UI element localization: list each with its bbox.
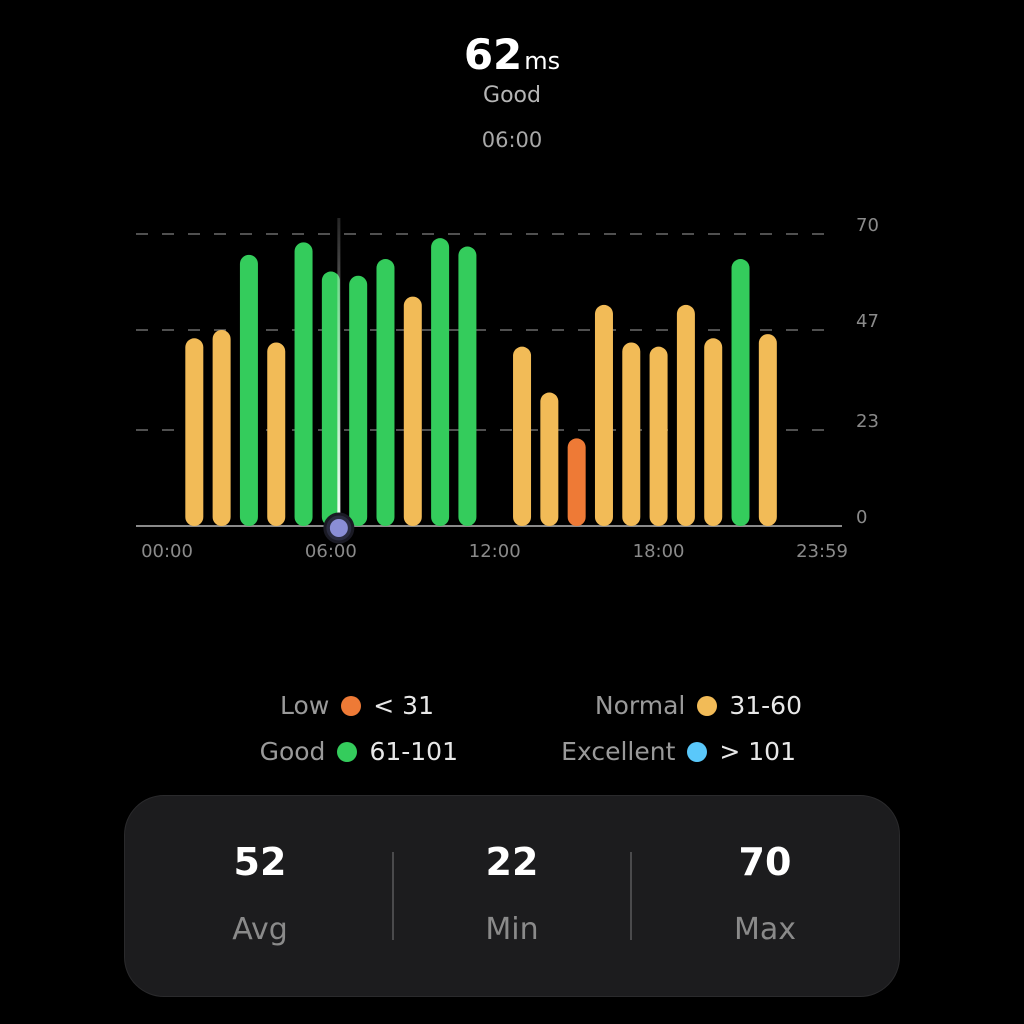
reading-header: 62ms Good 06:00 [0, 28, 1024, 154]
x-tick-label: 06:00 [305, 541, 357, 562]
stats-card: 52 Avg 22 Min 70 Max [124, 795, 900, 997]
bar-0800[interactable] [376, 259, 395, 526]
min-value: 22 [485, 840, 539, 884]
cursor-line [337, 218, 341, 526]
bar-0700[interactable] [349, 275, 368, 526]
x-tick-label: 00:00 [141, 541, 193, 562]
y-tick-label: 70 [856, 215, 879, 236]
avg-label: Avg [232, 912, 288, 947]
avg-value: 52 [233, 840, 287, 884]
reading-value: 62 [463, 30, 523, 79]
cursor-handle[interactable] [329, 519, 348, 537]
bar-0200[interactable] [212, 329, 231, 526]
stat-divider [392, 852, 394, 940]
legend-dot-normal [697, 696, 718, 716]
chart-bars [185, 238, 777, 526]
legend-range: > 101 [719, 737, 796, 766]
legend-item-excellent: Excellent > 101 [561, 734, 796, 770]
bar-1100[interactable] [458, 246, 477, 526]
legend-range: 31-60 [729, 691, 802, 720]
bar-2000[interactable] [704, 338, 723, 526]
stat-avg: 52 Avg [135, 796, 385, 998]
x-tick-label: 18:00 [633, 541, 685, 562]
reading-status: Good [483, 83, 541, 108]
bar-1400[interactable] [540, 392, 559, 526]
y-tick-label: 0 [856, 507, 867, 528]
y-axis-labels: 70 47 23 0 [856, 215, 879, 528]
bar-1900[interactable] [676, 304, 695, 526]
bar-1500[interactable] [567, 438, 586, 526]
stat-divider [630, 852, 632, 940]
bar-1000[interactable] [431, 238, 450, 526]
legend-dot-low [341, 696, 362, 716]
bar-0400[interactable] [267, 342, 286, 526]
legend-item-normal: Normal 31-60 [595, 688, 802, 724]
reading-unit: ms [524, 47, 561, 75]
y-tick-label: 47 [856, 311, 879, 332]
legend-item-low: Low < 31 [280, 688, 434, 724]
legend: Low < 31 Normal 31-60 Good 61-101 Excell… [0, 688, 1024, 778]
legend-dot-excellent [687, 742, 708, 762]
bar-1600[interactable] [594, 304, 613, 526]
legend-dot-good [337, 742, 358, 762]
legend-label: Normal [594, 691, 686, 720]
legend-label: Excellent [561, 737, 676, 766]
stat-max: 70 Max [640, 796, 890, 998]
bar-0900[interactable] [403, 296, 422, 526]
x-tick-label: 12:00 [469, 541, 521, 562]
stat-min: 22 Min [387, 796, 637, 998]
x-tick-label: 23:59 [796, 541, 848, 562]
bar-0500[interactable] [294, 242, 313, 526]
bar-2200[interactable] [758, 334, 777, 526]
current-reading: 62ms [0, 28, 1024, 82]
bar-2100[interactable] [731, 259, 750, 526]
bar-0100[interactable] [185, 338, 204, 526]
chart-cursor[interactable] [323, 218, 355, 544]
latency-bar-chart[interactable]: 70 47 23 0 00:00 06:00 12:00 18:00 23:59 [0, 200, 1024, 580]
legend-range: < 31 [373, 691, 434, 720]
bar-1700[interactable] [622, 342, 641, 526]
reading-time: 06:00 [481, 128, 543, 152]
y-tick-label: 23 [856, 411, 879, 432]
legend-item-good: Good 61-101 [260, 734, 458, 770]
bar-0300[interactable] [239, 254, 258, 526]
max-value: 70 [738, 840, 792, 884]
min-label: Min [485, 912, 539, 947]
max-label: Max [733, 912, 797, 947]
legend-label: Good [259, 737, 326, 766]
legend-label: Low [280, 691, 330, 720]
bar-1800[interactable] [649, 346, 668, 526]
x-axis-labels: 00:00 06:00 12:00 18:00 23:59 [141, 541, 848, 562]
legend-range: 61-101 [369, 737, 458, 766]
bar-1300[interactable] [513, 346, 532, 526]
bar-0600[interactable] [321, 271, 340, 526]
